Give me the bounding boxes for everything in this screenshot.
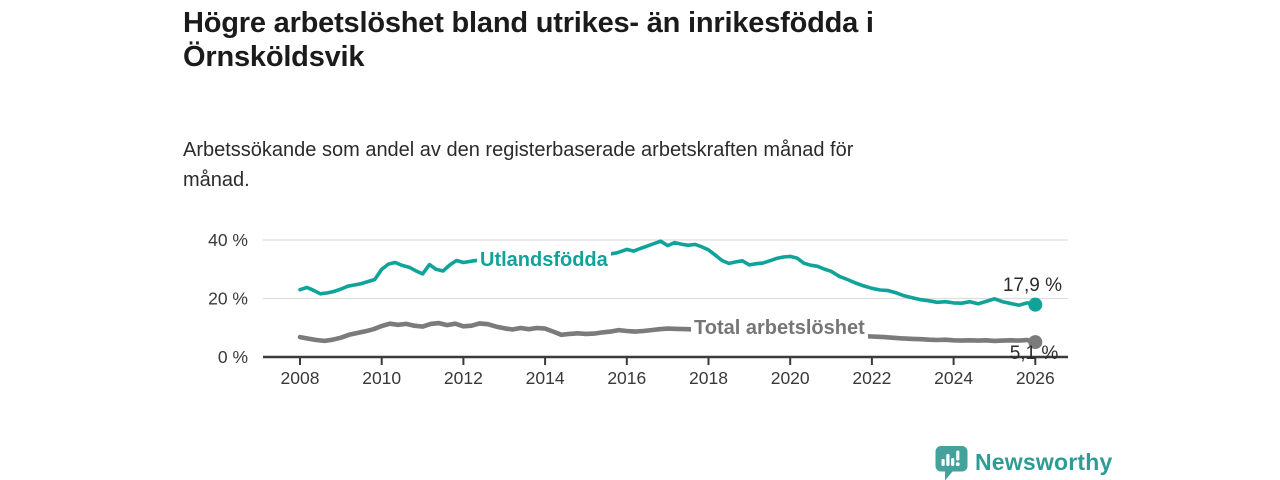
series-line-utlandsfodda — [298, 239, 1038, 308]
title-line-1: Högre arbetslöshet bland utrikes- än inr… — [183, 7, 874, 39]
x-tick-label-2008: 2008 — [281, 368, 320, 388]
series-lines — [297, 239, 1038, 345]
series-end-dots — [1028, 297, 1043, 350]
x-tick-label-2020: 2020 — [771, 368, 810, 388]
gridlines — [263, 239, 1068, 300]
series-label-total-arbetsloshet: Total arbetslöshet — [691, 317, 868, 339]
x-tick-label-2026: 2026 — [1016, 368, 1055, 388]
subtitle-line-2: månad. — [183, 169, 250, 191]
x-axis — [263, 355, 1068, 365]
page-title: Högre arbetslöshet bland utrikes- än inr… — [183, 6, 874, 74]
series-label-utlandsfodda: Utlandsfödda — [477, 249, 611, 271]
x-tick-label-2010: 2010 — [362, 368, 401, 388]
end-value-label-utlandsfodda: 17,9 % — [1002, 275, 1062, 296]
y-tick-label-0: 0 % — [218, 347, 248, 367]
end-value-label-total: 5,1 % — [1009, 343, 1059, 364]
brand-name: Newsworthy — [975, 449, 1113, 475]
newsworthy-logo: Newsworthy — [935, 446, 1112, 480]
bar-chart-speech-bubble-icon — [935, 446, 968, 480]
x-tick-label-2018: 2018 — [689, 368, 728, 388]
y-tick-label-20: 20 % — [208, 289, 248, 309]
end-dot-utlandsfodda — [1028, 297, 1043, 312]
chart-subtitle: Arbetssökande som andel av den registerb… — [183, 135, 853, 195]
series-line-total — [297, 320, 1038, 345]
x-tick-label-2016: 2016 — [607, 368, 646, 388]
end-dot-total — [1028, 335, 1043, 350]
axis-tick-labels: 0 % 20 % 40 % 2008 2010 2012 2014 2016 2018 2020 2… — [208, 230, 1055, 388]
subtitle-line-1: Arbetssökande som andel av den registerb… — [183, 139, 854, 161]
x-tick-label-2012: 2012 — [444, 368, 483, 388]
y-tick-label-40: 40 % — [208, 230, 248, 250]
x-tick-label-2022: 2022 — [852, 368, 891, 388]
x-tick-label-2014: 2014 — [526, 368, 565, 388]
x-tick-label-2024: 2024 — [934, 368, 973, 388]
title-line-2: Örnsköldsvik — [183, 41, 365, 73]
